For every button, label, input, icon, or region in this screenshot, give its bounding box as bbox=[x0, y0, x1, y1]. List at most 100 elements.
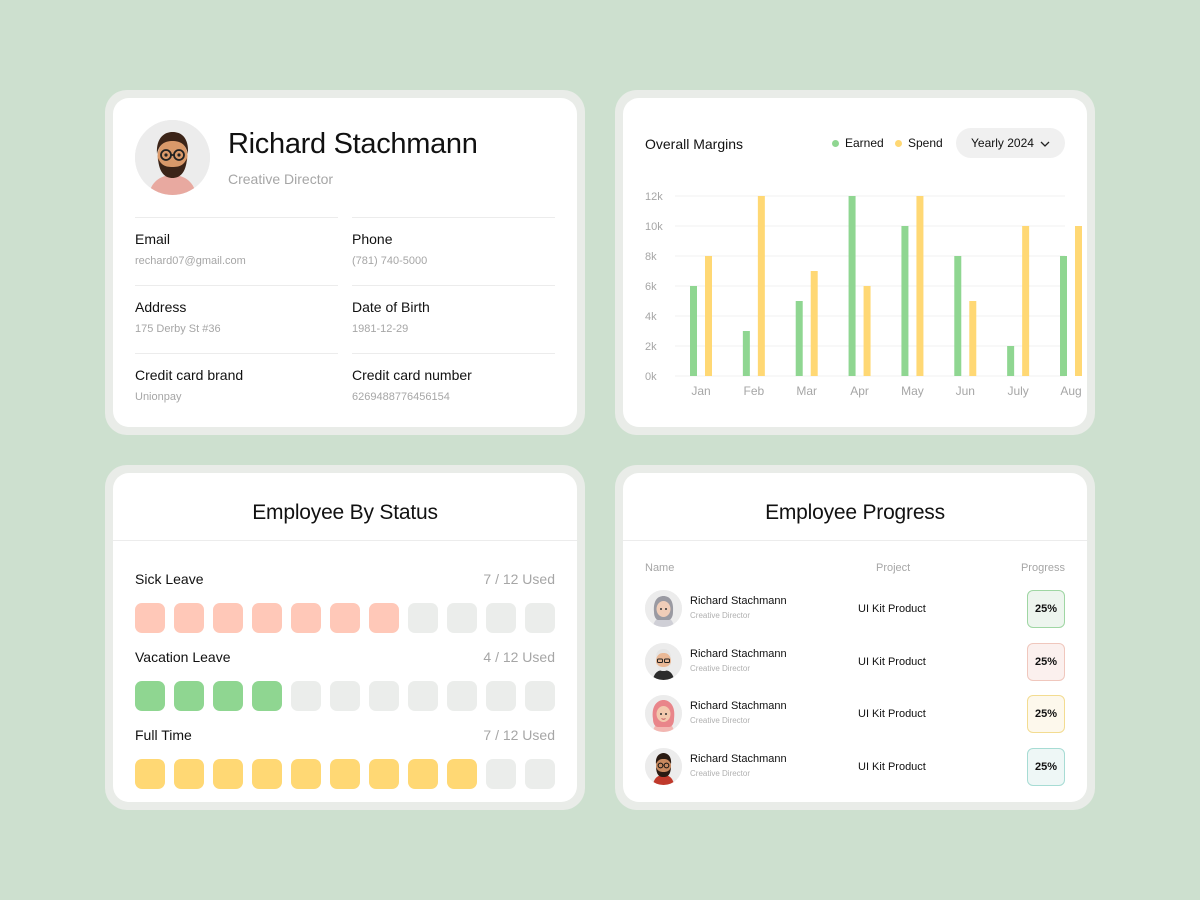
header-project[interactable]: Project bbox=[876, 562, 911, 574]
unused-day-square bbox=[525, 759, 555, 789]
bar-spend-apr[interactable] bbox=[863, 286, 871, 376]
unused-day-square bbox=[486, 759, 516, 789]
period-dropdown[interactable]: Yearly 2024 bbox=[956, 128, 1065, 158]
table-row[interactable]: Richard Stachmann Creative Director UI K… bbox=[623, 739, 1087, 791]
status-title: Employee By Status bbox=[252, 501, 438, 524]
sick-leave-squares bbox=[135, 603, 555, 633]
address-field: Address 175 Derby St #36 bbox=[135, 285, 338, 353]
email-value[interactable]: rechard07@gmail.com bbox=[135, 255, 246, 267]
unused-day-square bbox=[408, 603, 438, 633]
phone-value[interactable]: (781) 740-5000 bbox=[352, 255, 428, 267]
bar-spend-jan[interactable] bbox=[705, 256, 712, 376]
employee-role: Creative Director bbox=[690, 769, 751, 778]
vacation-leave-used: 4 / 12 Used bbox=[483, 649, 555, 665]
legend-earned: Earned bbox=[832, 136, 884, 150]
card-brand-value: Unionpay bbox=[135, 391, 182, 403]
used-day-square bbox=[174, 759, 204, 789]
phone-label: Phone bbox=[352, 231, 393, 247]
employee-role: Creative Director bbox=[690, 716, 751, 725]
card-brand-label: Credit card brand bbox=[135, 367, 244, 383]
bearded-man-avatar-icon bbox=[135, 120, 210, 195]
bar-earned-jun[interactable] bbox=[954, 256, 962, 376]
earned-dot bbox=[832, 139, 839, 147]
header-name[interactable]: Name bbox=[645, 562, 675, 574]
bar-spend-feb[interactable] bbox=[757, 196, 765, 376]
progress-badge: 25% bbox=[1027, 695, 1065, 733]
unused-day-square bbox=[447, 681, 477, 711]
bar-spend-may[interactable] bbox=[916, 196, 924, 376]
header-progress[interactable]: Progress bbox=[1020, 562, 1065, 574]
profile-card-frame: Richard Stachmann Creative Director Emai… bbox=[105, 90, 585, 435]
y-tick-label: 0k bbox=[645, 371, 657, 383]
unused-day-square bbox=[486, 681, 516, 711]
unused-day-square bbox=[369, 681, 399, 711]
y-tick-label: 10k bbox=[645, 221, 663, 233]
table-row[interactable]: Richard Stachmann Creative Director UI K… bbox=[623, 581, 1087, 633]
employee-project: UI Kit Product bbox=[858, 603, 926, 615]
status-card: Employee By Status Sick Leave 7 / 12 Use… bbox=[113, 473, 577, 802]
unused-day-square bbox=[291, 681, 321, 711]
x-tick-label: Jan bbox=[691, 384, 710, 398]
bar-earned-may[interactable] bbox=[901, 226, 909, 376]
employee-role: Creative Director bbox=[690, 664, 751, 673]
bar-spend-jun[interactable] bbox=[969, 301, 977, 376]
used-day-square bbox=[252, 603, 282, 633]
card-number-label: Credit card number bbox=[352, 367, 472, 383]
bar-spend-mar[interactable] bbox=[810, 271, 818, 376]
unused-day-square bbox=[525, 603, 555, 633]
used-day-square bbox=[213, 681, 243, 711]
vacation-leave-label: Vacation Leave bbox=[135, 649, 231, 665]
used-day-square bbox=[213, 603, 243, 633]
bar-spend-july[interactable] bbox=[1022, 226, 1030, 376]
x-tick-label: Jun bbox=[956, 384, 975, 398]
x-tick-label: Feb bbox=[744, 384, 765, 398]
bar-earned-jan[interactable] bbox=[690, 286, 697, 376]
bar-spend-aug[interactable] bbox=[1075, 226, 1082, 376]
profile-details: Email rechard07@gmail.com Phone (781) 74… bbox=[135, 217, 555, 421]
spend-dot bbox=[895, 139, 902, 147]
used-day-square bbox=[252, 759, 282, 789]
table-row[interactable]: Richard Stachmann Creative Director UI K… bbox=[623, 686, 1087, 738]
y-tick-label: 8k bbox=[645, 251, 657, 263]
used-day-square bbox=[213, 759, 243, 789]
used-day-square bbox=[135, 681, 165, 711]
card-number-value: 6269488776456154 bbox=[352, 391, 450, 403]
address-value: 175 Derby St #36 bbox=[135, 323, 221, 335]
full-time-squares bbox=[135, 759, 555, 789]
vacation-leave-squares bbox=[135, 681, 555, 711]
progress-card-frame: Employee Progress Name Project Progress … bbox=[615, 465, 1095, 810]
email-field: Email rechard07@gmail.com bbox=[135, 217, 338, 285]
dob-label: Date of Birth bbox=[352, 299, 430, 315]
legend-spend: Spend bbox=[895, 136, 943, 150]
sick-leave-used: 7 / 12 Used bbox=[483, 571, 555, 587]
bar-earned-feb[interactable] bbox=[742, 331, 750, 376]
unused-day-square bbox=[408, 681, 438, 711]
employee-project: UI Kit Product bbox=[858, 656, 926, 668]
used-day-square bbox=[252, 681, 282, 711]
profile-role: Creative Director bbox=[228, 171, 334, 187]
status-divider bbox=[113, 540, 577, 541]
email-label: Email bbox=[135, 231, 171, 247]
margins-card: Overall Margins Earned Spend Yearly 2024… bbox=[623, 98, 1087, 427]
used-day-square bbox=[408, 759, 438, 789]
profile-name: Richard Stachmann bbox=[228, 128, 478, 160]
progress-divider bbox=[623, 540, 1087, 541]
bar-earned-july[interactable] bbox=[1007, 346, 1015, 376]
y-tick-label: 4k bbox=[645, 311, 657, 323]
bar-earned-aug[interactable] bbox=[1060, 256, 1067, 376]
table-row[interactable]: Richard Stachmann Creative Director UI K… bbox=[623, 634, 1087, 686]
used-day-square bbox=[330, 759, 360, 789]
y-tick-label: 12k bbox=[645, 191, 663, 203]
status-card-frame: Employee By Status Sick Leave 7 / 12 Use… bbox=[105, 465, 585, 810]
sick-leave-label: Sick Leave bbox=[135, 571, 204, 587]
progress-badge: 25% bbox=[1027, 643, 1065, 681]
legend-earned-label: Earned bbox=[845, 136, 884, 150]
card-number-field: Credit card number 6269488776456154 bbox=[352, 353, 555, 421]
legend-spend-label: Spend bbox=[908, 136, 943, 150]
x-tick-label: Aug bbox=[1060, 384, 1081, 398]
bar-earned-apr[interactable] bbox=[848, 196, 856, 376]
bar-earned-mar[interactable] bbox=[795, 301, 803, 376]
bearded-man-avatar-icon bbox=[645, 748, 682, 785]
employee-name: Richard Stachmann bbox=[690, 648, 787, 660]
profile-card: Richard Stachmann Creative Director Emai… bbox=[113, 98, 577, 427]
